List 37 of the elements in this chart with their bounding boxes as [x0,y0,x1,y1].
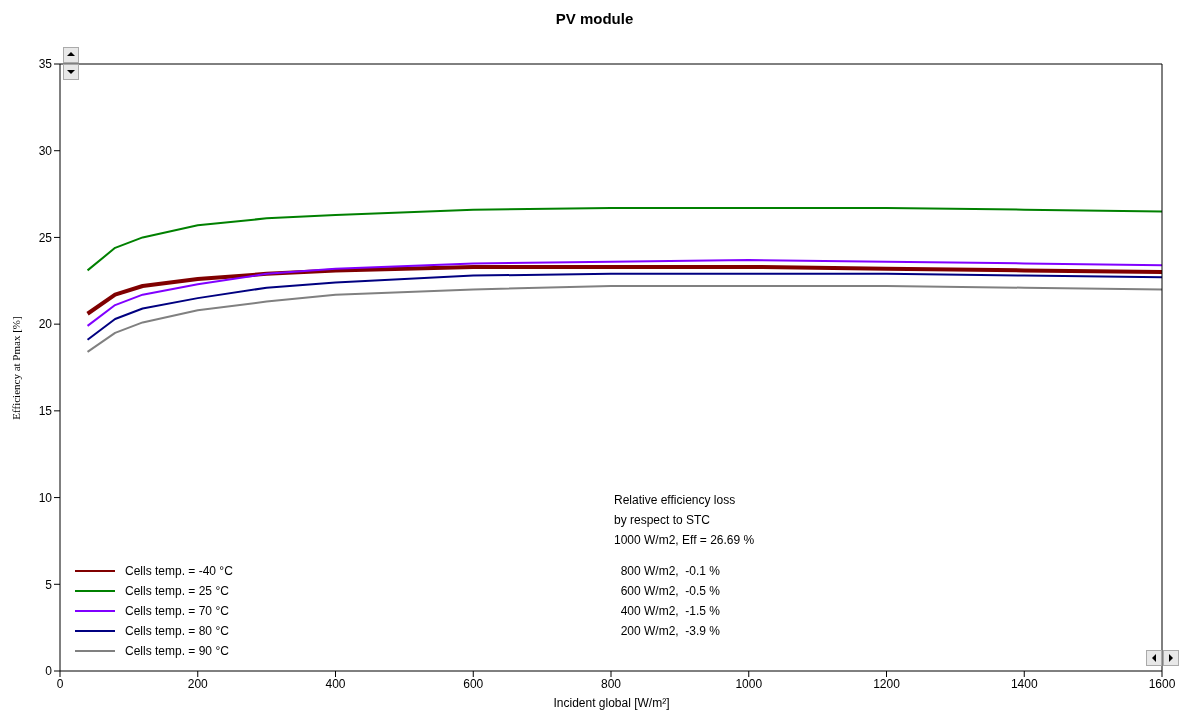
x-axis-title: Incident global [W/m²] [552,696,671,710]
x-tick-label: 800 [600,676,622,691]
annotation: Relative efficiency loss [614,492,737,509]
chart-title: PV module [554,10,635,27]
line-series [86,206,1162,272]
annotation: 400 W/m2, -1.5 % [619,603,722,620]
legend-label: Cells temp. = 90 °C [125,643,229,660]
annotation: 200 W/m2, -3.9 % [619,623,722,640]
legend-label: Cells temp. = 80 °C [125,623,229,640]
x-tick-label: 1200 [873,676,901,691]
line-series [86,272,1162,341]
line-series [86,258,1162,327]
legend-label: Cells temp. = -40 °C [125,563,233,580]
x-tick-label: 200 [187,676,209,691]
annotation: by respect to STC [614,512,712,529]
line-series [85,264,1162,316]
x-tick-label: 1400 [1010,676,1038,691]
x-tick-label: 0 [56,676,64,691]
y-tick-label: 30 [38,143,53,158]
legend-label: Cells temp. = 25 °C [125,583,229,600]
y-tick-label: 20 [38,317,53,332]
x-tick-label: 1600 [1148,676,1176,691]
line-series [86,284,1162,353]
y-tick-label: 35 [38,57,53,72]
x-tick-label: 400 [325,676,346,691]
y-tick-label: 25 [38,230,53,245]
legend-label: Cells temp. = 70 °C [125,603,229,620]
annotation: 600 W/m2, -0.5 % [619,583,722,600]
y-axis-title: Efficiency at Pmax [%] [10,316,22,420]
y-tick-label: 10 [38,490,53,505]
y-tick-label: 5 [45,577,53,592]
annotation: 800 W/m2, -0.1 % [619,563,722,580]
x-tick-label: 1000 [735,676,763,691]
x-tick-label: 600 [463,676,484,691]
annotation: 1000 W/m2, Eff = 26.69 % [614,532,755,549]
y-tick-label: 15 [38,404,53,419]
y-tick-label: 0 [45,664,53,679]
